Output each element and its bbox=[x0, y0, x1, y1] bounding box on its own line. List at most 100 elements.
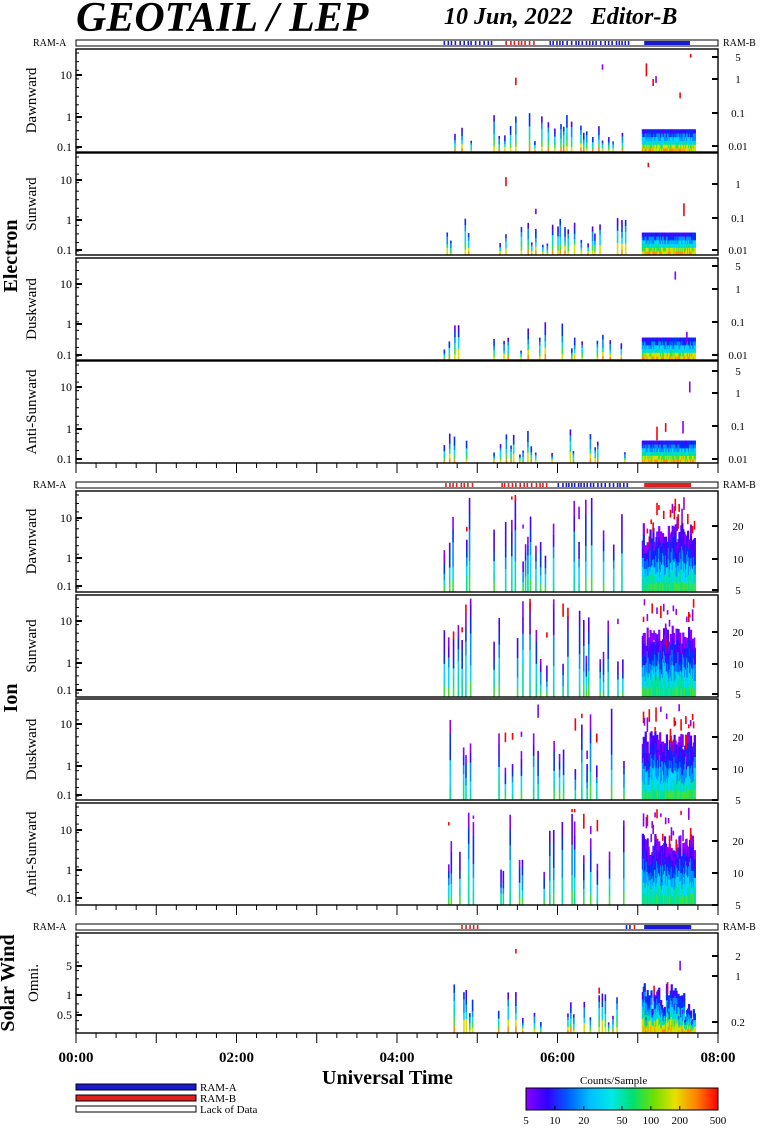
spectrogram-cell bbox=[493, 145, 495, 153]
left-tick-label: 1 bbox=[66, 213, 72, 227]
spectrogram-cell bbox=[465, 1018, 468, 1027]
spectrogram-cell bbox=[522, 566, 524, 572]
spectrogram-cell bbox=[653, 985, 655, 995]
spectrogram-cell bbox=[607, 658, 610, 672]
spectrogram-cell bbox=[446, 239, 449, 245]
spectrogram-cell bbox=[570, 141, 573, 148]
spectrogram-cell bbox=[612, 141, 614, 144]
spectrogram-cell bbox=[601, 1026, 604, 1034]
spectrogram-cell bbox=[551, 234, 554, 241]
spectrogram-cell bbox=[654, 727, 656, 731]
spectrogram-cell bbox=[549, 855, 551, 869]
spectrogram-cell bbox=[604, 1007, 607, 1014]
spectrogram-cell bbox=[450, 862, 453, 874]
spectrogram-cell bbox=[677, 993, 680, 1001]
ram-a-segment bbox=[490, 41, 493, 45]
spectrogram-cell bbox=[537, 704, 539, 718]
spectrogram-cell bbox=[693, 251, 696, 256]
spectrogram-cell bbox=[453, 454, 456, 459]
spectrogram-cell bbox=[515, 998, 517, 1007]
spectrogram-cell bbox=[452, 687, 455, 698]
spectrogram-cell bbox=[524, 584, 527, 593]
spectrogram-cell bbox=[450, 247, 452, 251]
colorbar-tick-label: 10 bbox=[549, 1115, 561, 1127]
spectrogram-cell bbox=[616, 1003, 618, 1010]
spectrogram-cell bbox=[527, 573, 529, 584]
spectrogram-cell bbox=[507, 356, 510, 361]
spectrogram-cell bbox=[443, 460, 446, 464]
spectrogram-cell bbox=[467, 251, 470, 256]
spectrogram-cell bbox=[537, 767, 539, 776]
spectrogram-cell bbox=[507, 992, 510, 1000]
spectrogram-cell bbox=[504, 732, 507, 743]
left-tick-label: 10 bbox=[60, 717, 72, 731]
spectrogram-cell bbox=[546, 245, 549, 248]
spectrogram-cell bbox=[589, 838, 592, 850]
spectrogram-cell bbox=[551, 224, 554, 231]
spectrogram-cell bbox=[471, 1005, 474, 1012]
spectrogram-cell bbox=[546, 251, 549, 254]
spectrogram-cell bbox=[602, 355, 604, 361]
spectrogram-cell bbox=[461, 143, 463, 149]
ram-a-segment bbox=[588, 41, 591, 45]
left-tick-label: 5 bbox=[66, 959, 72, 973]
spectrogram-cell bbox=[509, 889, 511, 906]
spectrogram-cell bbox=[493, 457, 495, 460]
ram-a-segment bbox=[562, 483, 564, 487]
spectrogram-cell bbox=[443, 567, 446, 574]
spectrogram-cell bbox=[546, 249, 549, 252]
colorbar-tick-label: 500 bbox=[710, 1115, 727, 1127]
spectrogram-cell bbox=[562, 143, 565, 149]
left-tick-label: 10 bbox=[60, 823, 72, 837]
spectrogram-cell bbox=[592, 144, 594, 148]
spectrogram-cell bbox=[498, 146, 501, 150]
spectrogram-cell bbox=[511, 543, 513, 557]
spectrogram-cell bbox=[589, 1030, 592, 1034]
spectrogram-cell bbox=[505, 244, 507, 249]
spectrogram-cell bbox=[608, 149, 610, 153]
spectrogram-cell bbox=[573, 1026, 575, 1031]
spectrogram-cell bbox=[524, 552, 527, 561]
spectrogram-cell bbox=[510, 454, 512, 458]
spectrogram-cell bbox=[553, 760, 555, 771]
ram-a-segment bbox=[568, 483, 570, 487]
spectrogram-cell bbox=[534, 146, 536, 149]
spectrogram-cell bbox=[493, 641, 495, 652]
spectrogram-cell bbox=[562, 130, 565, 136]
spectrogram-cell bbox=[595, 788, 598, 795]
spectrogram-cell bbox=[454, 139, 456, 144]
spectrogram-cell bbox=[689, 719, 692, 727]
spectrogram-cell bbox=[546, 243, 549, 246]
spectrogram-cell bbox=[622, 825, 625, 839]
spectrogram-cell bbox=[693, 459, 696, 464]
spectrogram-cell bbox=[443, 457, 446, 461]
spectrogram-cell bbox=[524, 568, 527, 577]
spectrogram-cell bbox=[535, 208, 537, 215]
spectrogram-cell bbox=[652, 78, 654, 87]
spectrogram-cell bbox=[598, 130, 600, 136]
spectrogram-cell bbox=[573, 244, 576, 250]
spectrogram-cell bbox=[543, 871, 545, 878]
spectrogram-cell bbox=[601, 1019, 604, 1027]
ram-a-segment bbox=[626, 483, 629, 487]
spectrogram-cell bbox=[689, 1014, 693, 1019]
ram-b-segment bbox=[505, 41, 507, 45]
spectrogram-cell bbox=[656, 426, 658, 441]
spectrogram-cell bbox=[656, 634, 659, 646]
spectrogram-cell bbox=[498, 670, 501, 685]
spectrogram-cell bbox=[522, 460, 524, 464]
spectrogram-cell bbox=[504, 580, 507, 593]
spectrogram-cell bbox=[539, 352, 541, 357]
spectrogram-cell bbox=[528, 139, 531, 146]
spectrogram-cell bbox=[469, 601, 472, 618]
spectrogram-cell bbox=[658, 505, 660, 510]
spectrogram-cell bbox=[539, 345, 541, 350]
spectrogram-cell bbox=[543, 877, 545, 884]
ram-b-segment bbox=[633, 925, 636, 929]
ram-a-segment bbox=[487, 41, 490, 45]
spectrogram-cell bbox=[573, 1029, 575, 1034]
spectrogram-cell bbox=[664, 627, 668, 640]
spectrogram-cell bbox=[522, 456, 524, 460]
